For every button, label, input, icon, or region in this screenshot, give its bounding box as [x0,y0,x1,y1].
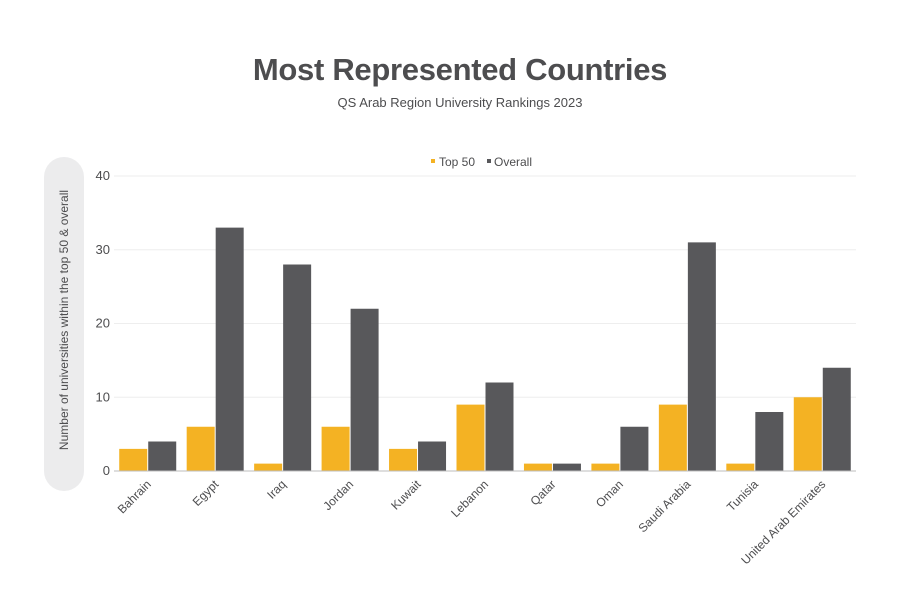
y-tick-label: 30 [96,242,110,257]
bar-overall [822,367,851,471]
legend-marker-top50 [431,159,435,163]
bar-overall [687,242,716,471]
y-tick-label: 10 [96,389,110,404]
bar-top50 [456,404,485,471]
x-tick-label: Oman [593,477,626,510]
bar-overall [485,382,514,471]
bar-top50 [119,448,148,471]
bar-top50 [321,426,350,471]
bar-overall [283,264,312,471]
legend-marker-overall [487,159,491,163]
y-tick-label: 40 [96,168,110,183]
bar-top50 [186,426,215,471]
chart-subtitle: QS Arab Region University Rankings 2023 [337,95,583,110]
bar-overall [418,441,447,471]
bar-top50 [254,463,283,471]
bar-top50 [523,463,552,471]
x-tick-label: Jordan [320,477,356,513]
bar-overall [620,426,649,471]
y-tick-label: 0 [103,463,110,478]
y-axis-label-background [44,157,84,491]
x-tick-label: Bahrain [115,477,154,516]
bar-top50 [658,404,687,471]
bar-top50 [591,463,620,471]
x-tick-label: Kuwait [388,477,424,513]
x-tick-label: Qatar [527,477,558,508]
x-tick-label: Egypt [190,477,222,509]
x-tick-label: Lebanon [448,477,491,520]
x-tick-label: Saudi Arabia [635,477,693,535]
bar-overall [148,441,177,471]
bar-top50 [793,397,822,471]
bar-top50 [389,448,418,471]
bar-overall [350,308,379,471]
chart-title: Most Represented Countries [252,52,668,87]
legend-label-top50: Top 50 [439,155,475,169]
x-tick-label: Tunisia [724,477,761,514]
bar-overall [552,463,581,471]
y-tick-label: 20 [96,316,110,331]
bar-overall [215,227,244,471]
bar-top50 [726,463,755,471]
x-tick-label: Iraq [264,477,289,502]
bar-overall [755,412,784,471]
legend-label-overall: Overall [494,155,532,169]
